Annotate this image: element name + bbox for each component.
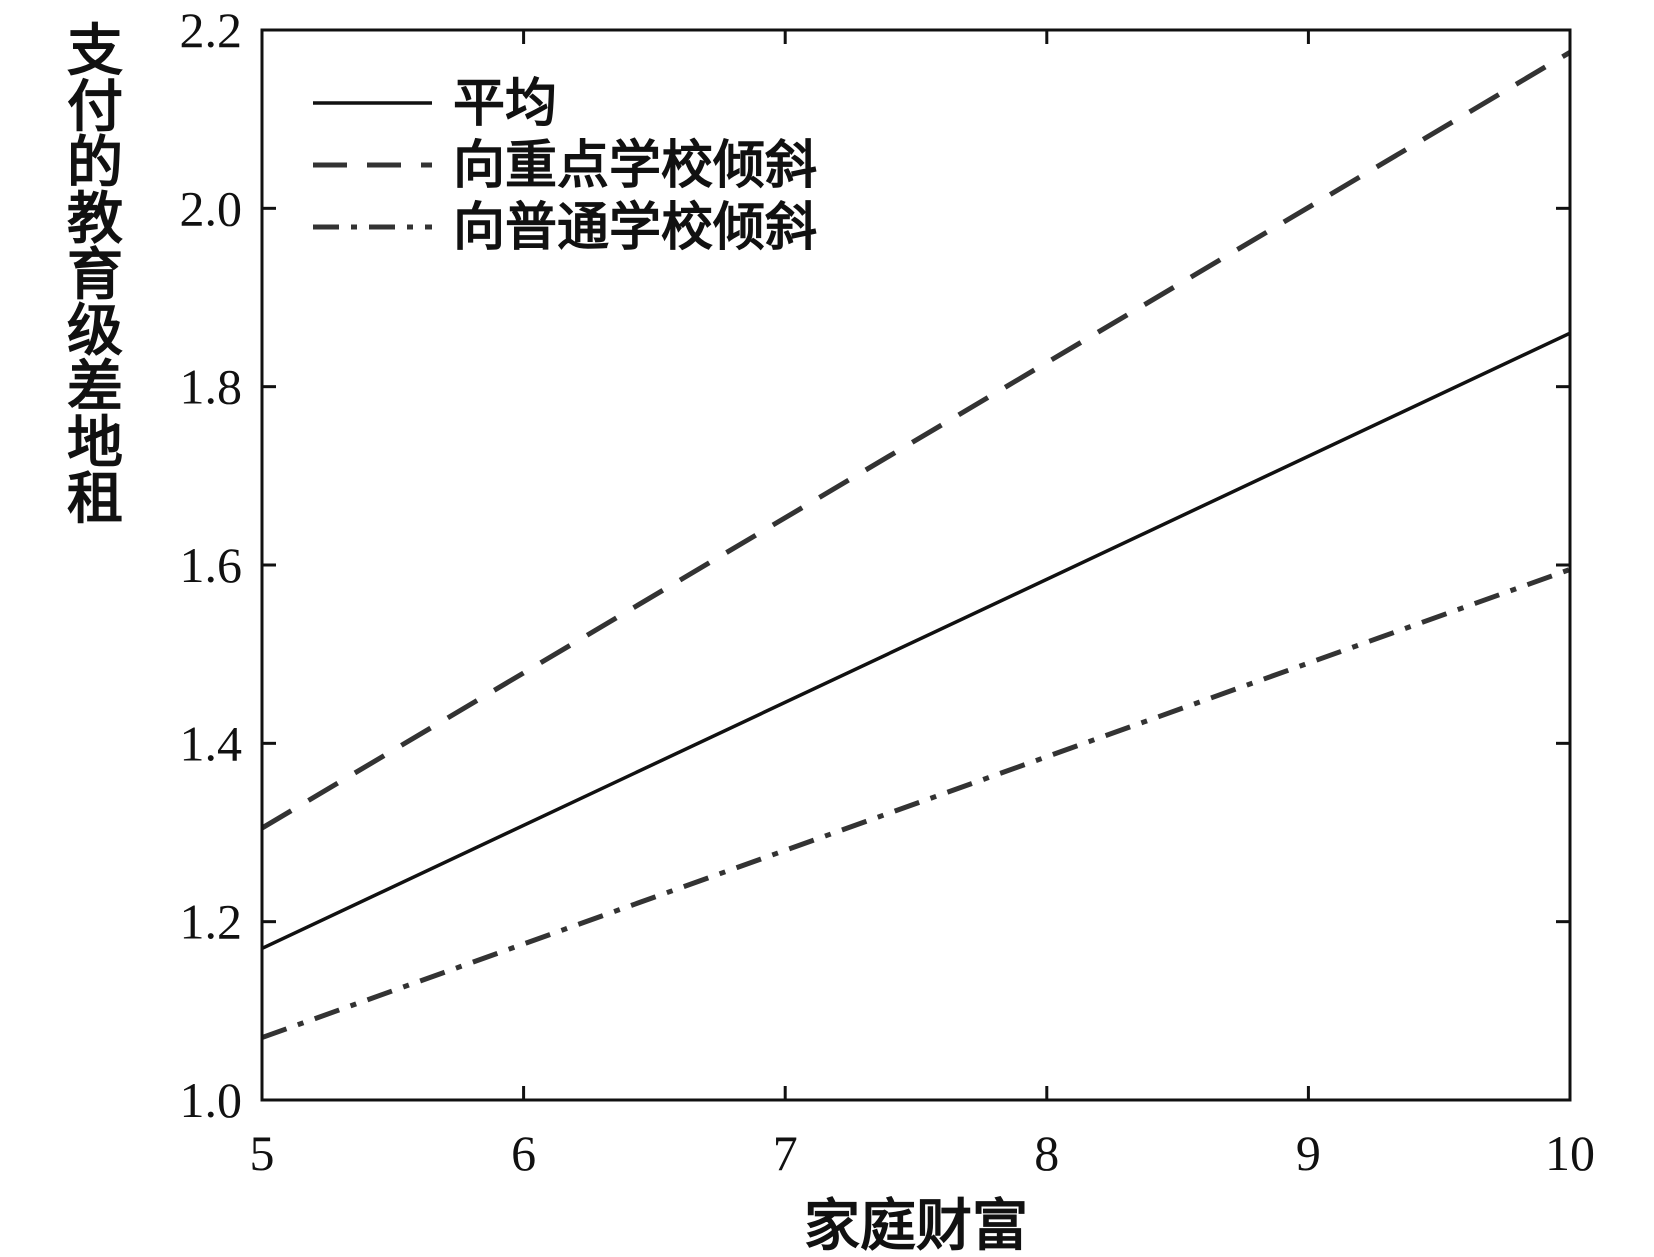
x-tick-label: 9 — [1296, 1125, 1321, 1181]
tick-labels: 5 6 7 8 9 10 1.0 1.2 1.4 1.6 1.8 2.0 2.2 — [180, 2, 1596, 1181]
y-tick-label: 1.2 — [180, 894, 243, 950]
y-axis-title-char: 付 — [67, 75, 123, 140]
series-line-solid — [261, 331, 1571, 951]
legend-label: 向普通学校倾斜 — [453, 198, 817, 258]
y-tick-label: 1.4 — [180, 715, 243, 771]
y-axis-title-char: 支 — [67, 19, 123, 84]
series-line-dashed — [260, 50, 1572, 831]
series-line-dashdot — [261, 567, 1571, 1040]
y-tick-label: 1.8 — [180, 359, 243, 415]
y-axis-title-char: 差 — [67, 355, 123, 420]
y-tick-label: 2.0 — [180, 180, 243, 236]
x-tick-label: 5 — [250, 1125, 275, 1181]
y-axis-title-char: 地 — [67, 411, 123, 476]
y-axis-title-char: 教 — [67, 187, 123, 252]
y-axis-title-char: 育 — [67, 243, 123, 308]
x-tick-label: 10 — [1545, 1125, 1595, 1181]
y-axis-title-char: 租 — [67, 467, 123, 532]
plot-frame — [260, 28, 1572, 1102]
y-tick-label: 1.6 — [180, 537, 243, 593]
legend-label: 向重点学校倾斜 — [453, 136, 817, 196]
x-axis-title: 家庭财富 — [804, 1194, 1028, 1252]
legend-label: 平均 — [453, 74, 557, 134]
y-tick-label: 2.2 — [180, 2, 243, 58]
x-tick-label: 6 — [511, 1125, 536, 1181]
y-axis-title-char: 的 — [67, 131, 123, 196]
x-tick-label: 8 — [1034, 1125, 1059, 1181]
y-axis-title-char: 级 — [67, 299, 123, 364]
y-tick-label: 1.0 — [180, 1072, 243, 1128]
series-lines — [260, 50, 1572, 1040]
x-tick-label: 7 — [773, 1125, 798, 1181]
